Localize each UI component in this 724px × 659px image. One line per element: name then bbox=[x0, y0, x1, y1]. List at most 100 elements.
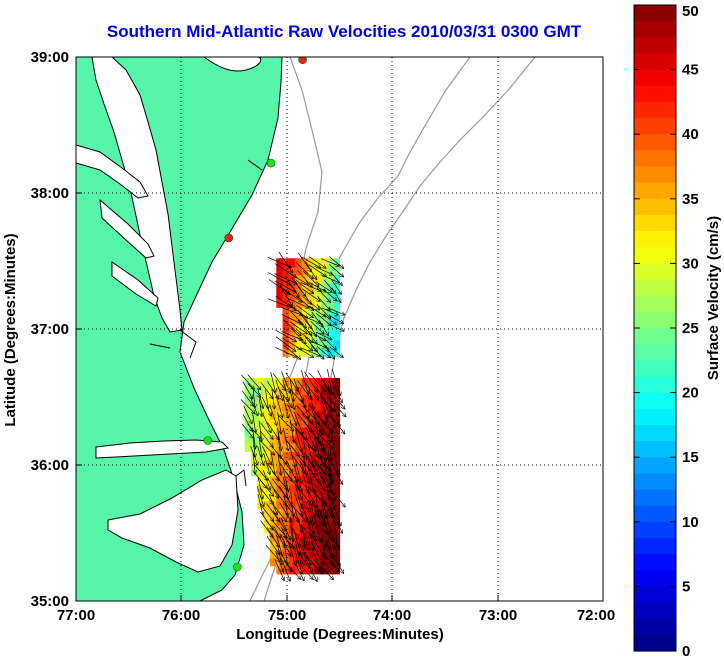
colorbar-band bbox=[634, 37, 676, 55]
velocity-cell bbox=[314, 290, 322, 300]
velocity-cell bbox=[320, 492, 328, 501]
velocity-cell bbox=[320, 258, 328, 268]
velocity-vector bbox=[290, 311, 307, 327]
velocity-vector bbox=[308, 453, 326, 473]
velocity-vector bbox=[273, 373, 285, 391]
colorbar-bands bbox=[634, 5, 676, 652]
velocity-cell bbox=[320, 549, 328, 559]
velocity-cell bbox=[257, 435, 265, 444]
colorbar-tick-label: 45 bbox=[682, 62, 699, 79]
velocity-vector bbox=[327, 369, 332, 395]
velocity-vector bbox=[272, 486, 287, 506]
velocity-vector bbox=[290, 453, 305, 473]
velocity-cell bbox=[326, 516, 334, 526]
velocity-vector bbox=[330, 377, 342, 403]
velocity-vector bbox=[321, 307, 338, 315]
velocity-cell bbox=[276, 500, 284, 510]
velocity-vector bbox=[283, 319, 300, 336]
velocity-vector bbox=[289, 421, 307, 440]
velocity-cell bbox=[282, 315, 290, 325]
velocity-vector bbox=[332, 540, 340, 567]
velocity-cell bbox=[282, 443, 290, 452]
velocity-cell bbox=[333, 339, 341, 349]
velocity-vector bbox=[296, 304, 313, 317]
colorbar-band bbox=[634, 85, 676, 103]
velocity-cell bbox=[276, 266, 284, 276]
x-tick-label: 74:00 bbox=[373, 607, 411, 624]
colorbar-tick-label: 50 bbox=[682, 3, 699, 20]
velocity-vector bbox=[284, 503, 299, 522]
velocity-cell bbox=[333, 451, 341, 461]
velocity-vector bbox=[260, 422, 273, 439]
colorbar-band bbox=[634, 554, 676, 571]
velocity-vector bbox=[311, 549, 323, 573]
velocity-vector bbox=[253, 463, 268, 481]
velocity-vector bbox=[294, 549, 303, 573]
velocity-cell bbox=[263, 378, 271, 387]
velocity-vector bbox=[295, 280, 313, 293]
velocity-cell bbox=[288, 435, 296, 444]
grid-lines bbox=[76, 57, 603, 601]
velocity-vector bbox=[293, 411, 303, 435]
velocity-vector bbox=[278, 251, 293, 273]
colorbar-band bbox=[634, 118, 676, 135]
velocity-cell bbox=[263, 410, 271, 420]
velocity-cell bbox=[295, 402, 303, 412]
velocity-cell bbox=[269, 451, 277, 461]
velocity-cell bbox=[333, 524, 341, 534]
velocity-vector bbox=[270, 452, 275, 475]
velocity-vector bbox=[320, 258, 339, 266]
velocity-cell bbox=[282, 410, 290, 420]
colorbar-band bbox=[634, 69, 676, 87]
velocity-cell bbox=[333, 475, 341, 485]
velocity-cell bbox=[326, 299, 334, 308]
velocity-cell bbox=[333, 443, 341, 452]
colorbar-tick-label: 35 bbox=[682, 191, 699, 208]
velocity-vector bbox=[325, 540, 334, 566]
velocity-cell bbox=[326, 565, 334, 575]
velocity-vector bbox=[275, 379, 283, 401]
velocity-vector bbox=[260, 381, 273, 399]
velocity-vector bbox=[257, 494, 263, 515]
colorbar-band bbox=[634, 5, 676, 22]
colorbar-band bbox=[634, 424, 676, 442]
velocity-vector bbox=[283, 344, 301, 359]
velocity-vector bbox=[275, 295, 296, 310]
velocity-vector bbox=[267, 478, 278, 498]
pamlico-sound bbox=[107, 469, 239, 573]
hf-radar-stations bbox=[203, 57, 307, 572]
velocity-cell bbox=[333, 565, 341, 575]
velocity-cell bbox=[314, 299, 322, 308]
colorbar-band bbox=[634, 537, 676, 555]
velocity-vector bbox=[301, 288, 320, 301]
velocity-cell bbox=[301, 426, 309, 436]
rappahannock-river bbox=[99, 198, 155, 259]
colorbar-band bbox=[634, 150, 676, 168]
velocity-cell bbox=[276, 467, 284, 477]
velocity-cell bbox=[269, 418, 277, 428]
colorbar-band bbox=[634, 505, 676, 523]
x-tick-label: 75:00 bbox=[268, 607, 306, 624]
velocity-vector bbox=[279, 462, 292, 481]
velocity-vector bbox=[294, 467, 302, 492]
velocity-vector bbox=[262, 446, 271, 465]
colorbar-band bbox=[634, 53, 676, 71]
velocity-cell bbox=[276, 290, 284, 300]
y-tick-label: 35:00 bbox=[31, 593, 69, 610]
velocity-vector bbox=[294, 427, 302, 451]
velocity-cell bbox=[326, 266, 334, 276]
velocity-cell bbox=[282, 307, 290, 316]
velocity-vector bbox=[266, 503, 280, 522]
velocity-vector bbox=[247, 374, 261, 390]
velocity-cell bbox=[333, 500, 341, 510]
velocity-vector bbox=[260, 430, 274, 447]
velocity-vector bbox=[324, 279, 336, 294]
velocity-cell bbox=[320, 274, 328, 284]
velocity-cell bbox=[288, 492, 296, 501]
velocity-cell bbox=[301, 500, 309, 510]
velocity-vector bbox=[318, 336, 329, 352]
x-axis: 77:00 76:00 75:00 74:00 73:00 72:00 Long… bbox=[57, 595, 615, 643]
velocity-vector bbox=[318, 507, 329, 534]
colorbar-band bbox=[634, 602, 676, 620]
